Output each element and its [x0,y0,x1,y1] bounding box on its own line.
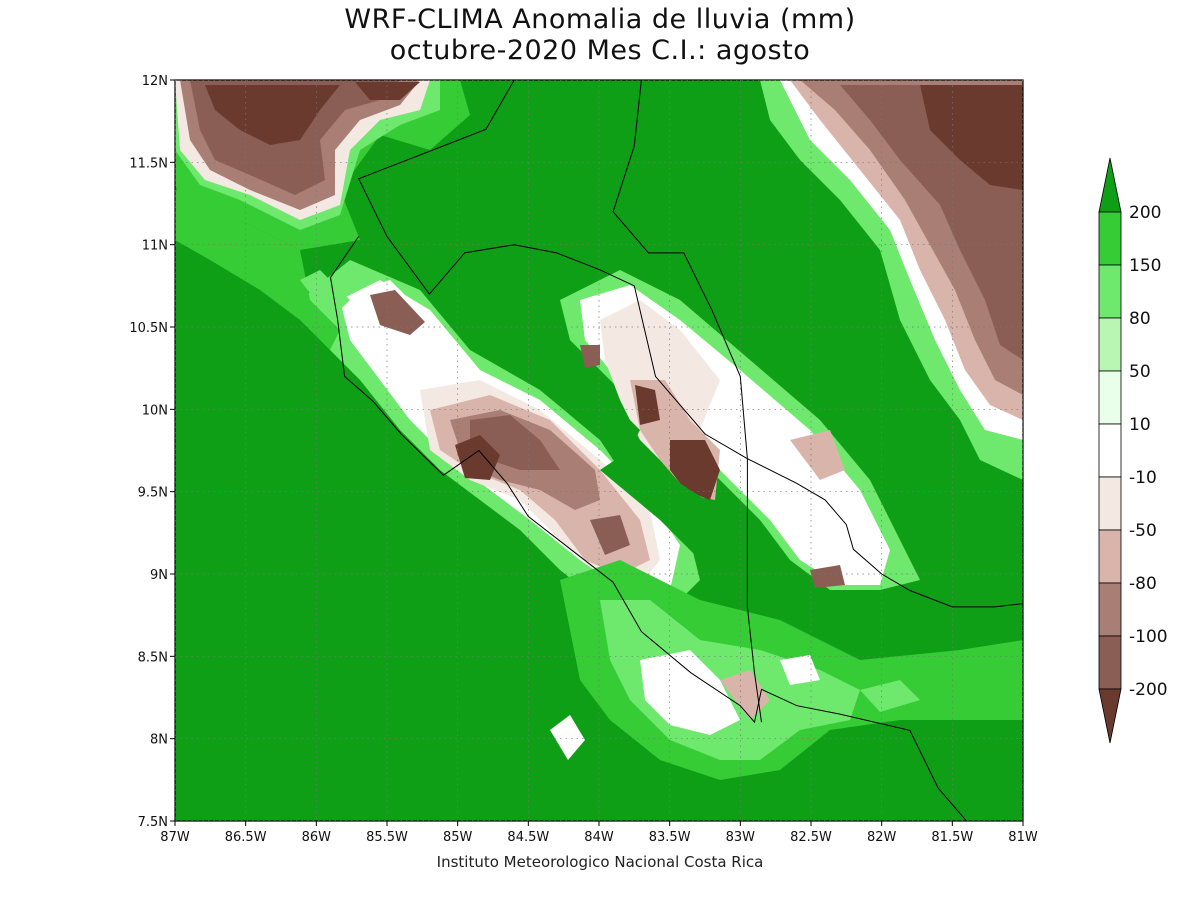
colorbar-swatch [1098,635,1122,690]
lon-tick-label: 85.5W [366,830,408,845]
lat-tick-label: 11.5N [129,156,168,171]
colorbar-swatch [1098,370,1122,425]
pacific-coastline [329,236,967,821]
colorbar-swatch [1098,582,1122,637]
colorbar-legend: -200 -100 -80 -50 -10 10 50 80 150 200 [1098,157,1168,744]
lon-tick-label: 86.5W [225,830,267,845]
coastlines [329,80,1023,821]
anomaly-field [175,80,1023,821]
colorbar-label: 50 [1129,362,1151,382]
colorbar-swatch [1098,476,1122,531]
credit-text: Instituto Meteorologico Nacional Costa R… [436,853,764,871]
colorbar-label: -10 [1129,468,1157,488]
colorbar-swatch [1098,423,1122,478]
colorbar-arrow-bottom [1098,688,1122,744]
colorbar-label: 200 [1129,203,1161,223]
colorbar-label: -100 [1129,627,1168,647]
lat-tick-label: 11N [142,239,168,254]
lon-tick-label: 84W [584,830,614,845]
lon-tick-label: 82.5W [790,830,832,845]
lon-tick-label: 81.5W [931,830,973,845]
lon-tick-label: 82W [867,830,897,845]
colorbar-label: 150 [1129,256,1161,276]
colorbar-swatch [1098,529,1122,584]
colorbar-arrow-top [1098,157,1122,213]
longitude-axis: 87W 86.5W 86W 85.5W 85W 84.5W 84W 83.5W 83W 82.5W… [160,821,1038,845]
country-border [612,80,762,723]
lat-tick-label: 7.5N [138,815,168,830]
lat-tick-label: 8N [150,733,168,748]
lat-tick-label: 10N [142,403,168,418]
colorbar-swatch [1098,317,1122,372]
lon-tick-label: 87W [160,830,190,845]
gridlines [175,80,1023,821]
lat-tick-label: 8.5N [138,650,168,665]
colorbar-label: -200 [1129,680,1168,700]
colorbar-label: 10 [1129,415,1151,435]
lat-tick-label: 9N [150,568,168,583]
lon-tick-label: 83W [726,830,756,845]
map-title: WRF-CLIMA Anomalia de lluvia (mm) [344,4,856,35]
lat-tick-label: 10.5N [129,321,168,336]
latitude-axis: 7.5N 8N 8.5N 9N 9.5N 10N 10.5N 11N 11.5N 12N [129,74,175,830]
colorbar-label: -80 [1129,574,1157,594]
lon-tick-label: 81W [1008,830,1038,845]
colorbar-swatch [1098,264,1122,319]
lon-tick-label: 86W [302,830,332,845]
colorbar-swatch [1098,211,1122,266]
colorbar-label: -50 [1129,521,1157,541]
lat-tick-label: 9.5N [138,486,168,501]
lon-tick-label: 84.5W [507,830,549,845]
lat-tick-label: 12N [142,74,168,89]
colorbar-label: 80 [1129,309,1151,329]
map-subtitle: octubre-2020 Mes C.I.: agosto [389,35,811,66]
lon-tick-label: 83.5W [649,830,691,845]
lon-tick-label: 85W [443,830,473,845]
caribbean-coastline [358,80,1023,608]
